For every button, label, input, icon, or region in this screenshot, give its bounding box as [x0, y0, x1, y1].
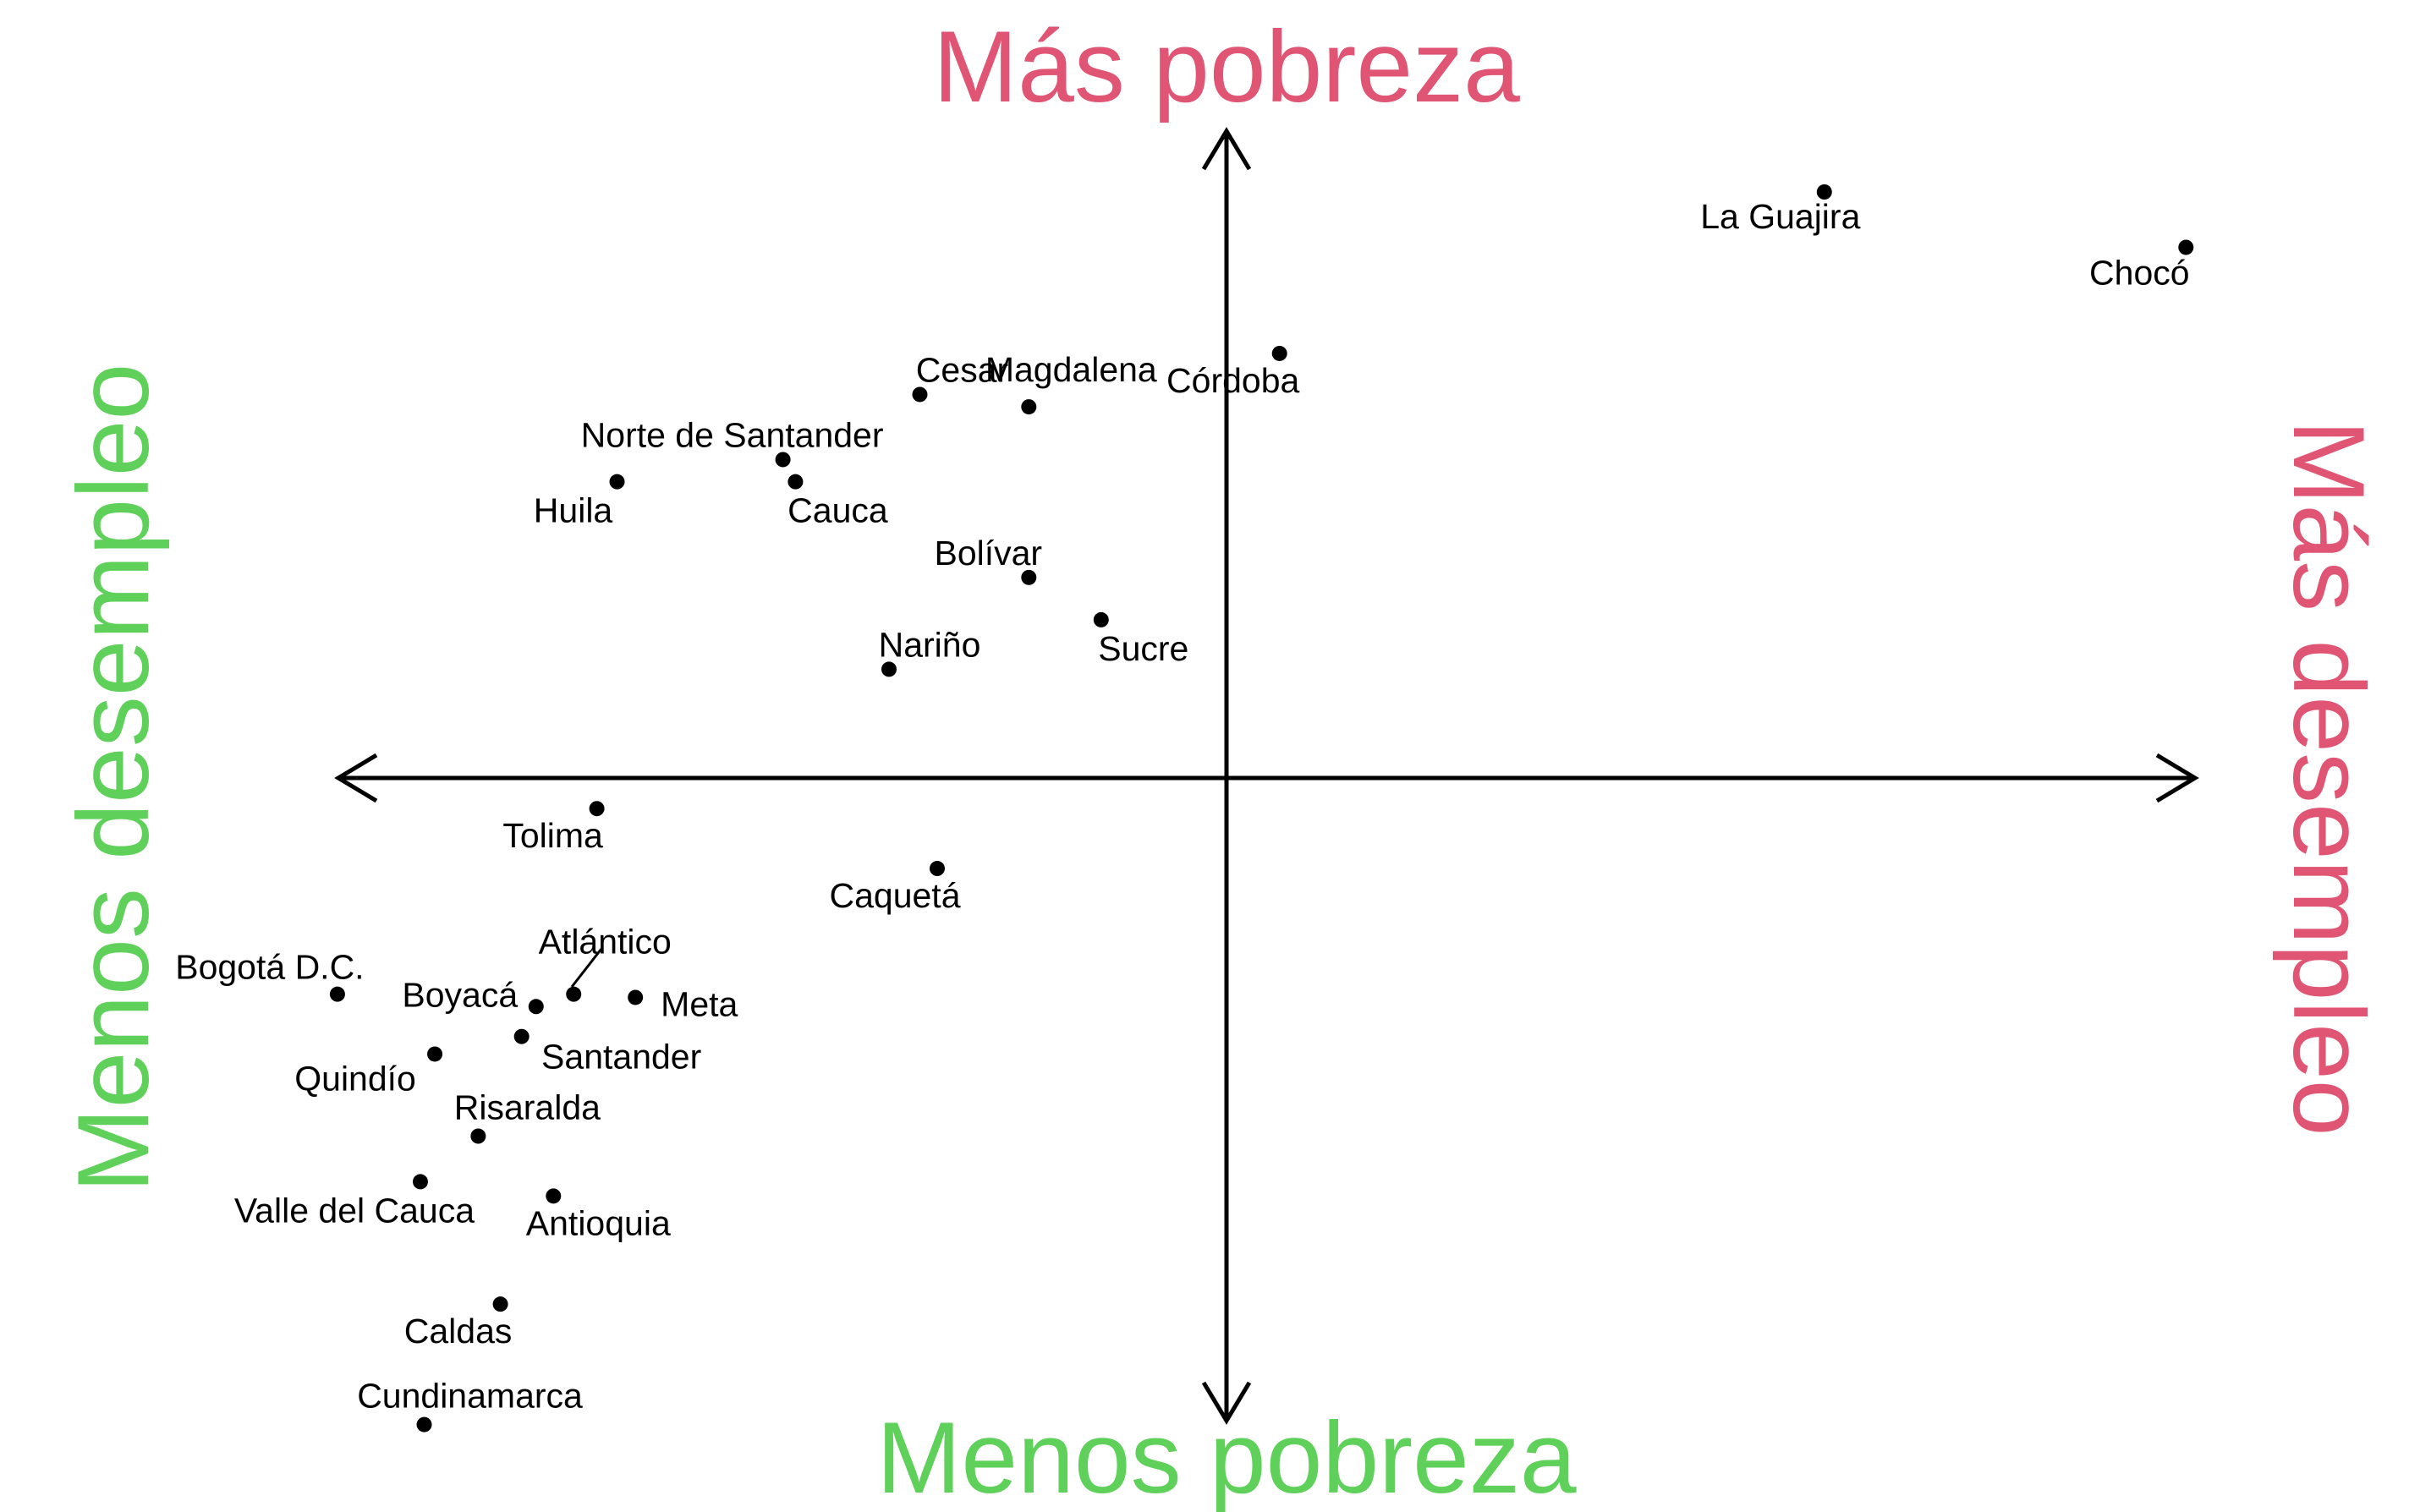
label-la-guajira: La Guajira	[1700, 197, 1860, 236]
point-meta	[628, 989, 644, 1005]
point-bolivar	[1021, 569, 1037, 585]
point-cundinamarca	[416, 1416, 432, 1433]
label-santander: Santander	[541, 1038, 701, 1076]
axis-title-top: Más pobreza	[933, 10, 1520, 123]
point-caldas	[492, 1296, 508, 1312]
point-antioquia	[546, 1188, 562, 1204]
point-bogota-d-c	[329, 986, 345, 1002]
label-cundinamarca: Cundinamarca	[357, 1377, 583, 1416]
point-cauca	[787, 474, 804, 490]
label-magdalena: Magdalena	[985, 350, 1157, 389]
point-caqueta	[930, 861, 945, 877]
arrow-right	[2155, 753, 2199, 803]
point-huila	[609, 474, 625, 490]
axis-title-right: Más desempleo	[2272, 419, 2385, 1136]
point-quindio	[427, 1046, 443, 1062]
axis-title-bottom: Menos pobreza	[876, 1401, 1576, 1512]
label-norte-de-santander: Norte de Santander	[581, 415, 884, 454]
label-tolima: Tolima	[502, 816, 603, 855]
point-la-guajira	[1816, 184, 1832, 200]
point-narino	[881, 661, 897, 677]
point-sucre	[1093, 611, 1109, 627]
point-risaralda	[470, 1128, 486, 1144]
label-caqueta: Caquetá	[829, 876, 960, 915]
data-points: La Guajira Chocó Magdalena Córdoba Cesar Nort…	[175, 184, 2194, 1433]
label-bolivar: Bolívar	[934, 534, 1042, 572]
arrow-left	[334, 753, 378, 803]
label-cordoba: Córdoba	[1166, 361, 1299, 400]
point-boyaca	[528, 999, 544, 1015]
point-valle-del-cauca	[412, 1174, 428, 1190]
label-cauca: Cauca	[787, 491, 888, 530]
label-meta: Meta	[661, 984, 738, 1023]
point-norte-de-santander	[775, 452, 791, 468]
axes	[334, 127, 2199, 1425]
label-risaralda: Risaralda	[454, 1088, 601, 1127]
label-caldas: Caldas	[404, 1312, 513, 1350]
label-sucre: Sucre	[1098, 629, 1188, 668]
point-cesar	[912, 386, 928, 403]
point-atlantico	[566, 986, 582, 1002]
label-cesar: Cesar	[916, 350, 1008, 389]
point-choco	[2178, 239, 2194, 255]
label-atlantico: Atlántico	[539, 923, 672, 961]
point-santander	[513, 1028, 530, 1044]
label-choco: Chocó	[2089, 253, 2190, 292]
label-bogota-d-c: Bogotá D.C.	[175, 948, 364, 987]
label-quindio: Quindío	[294, 1059, 416, 1098]
label-narino: Nariño	[879, 625, 981, 664]
point-magdalena	[1021, 399, 1037, 415]
label-boyaca: Boyacá	[402, 975, 518, 1014]
arrow-up	[1201, 127, 1252, 171]
axis-title-left: Menos desempleo	[57, 364, 170, 1193]
label-valle-del-cauca: Valle del Cauca	[234, 1191, 475, 1230]
arrow-down	[1201, 1381, 1252, 1425]
label-huila: Huila	[534, 491, 613, 530]
point-tolima	[589, 801, 605, 817]
label-antioquia: Antioquia	[526, 1203, 671, 1242]
atlantico-leader-line	[570, 948, 603, 988]
point-cordoba	[1271, 345, 1287, 361]
